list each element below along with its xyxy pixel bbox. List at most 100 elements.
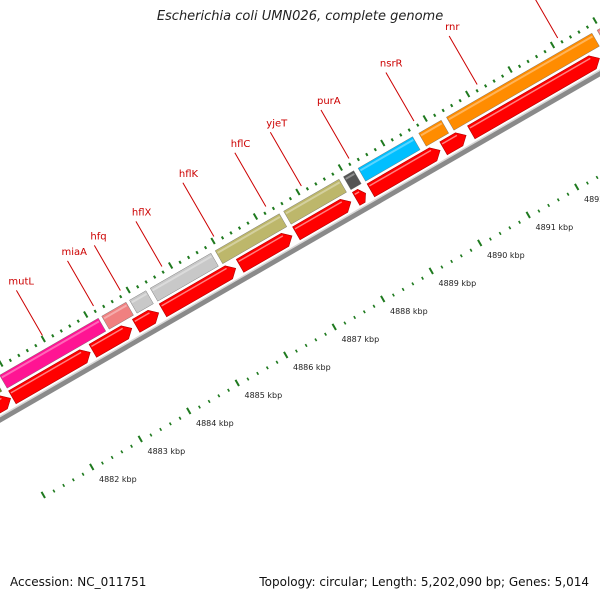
cds-arrow-shine-10 (469, 57, 591, 129)
inner-tick-10 (137, 435, 143, 443)
gene-block-shine-3 (131, 292, 148, 304)
inner-tick-36 (391, 293, 395, 297)
gene-block-hflX (149, 252, 219, 302)
gene-label-mutL: mutL (8, 276, 34, 287)
inner-tick-50 (525, 211, 531, 219)
outer-tick-46 (348, 162, 352, 167)
outer-tick-27 (186, 255, 191, 260)
cds-arrow-8 (366, 147, 441, 198)
gene-block-shine-10 (448, 35, 594, 121)
inner-tick-7 (110, 455, 114, 460)
outer-tick-12 (59, 329, 63, 333)
cds-arrow-shine-3 (134, 312, 150, 323)
kbp-label-4890-kbp: 4890 kbp (487, 251, 525, 260)
outer-tick-24 (161, 270, 165, 274)
outer-tick-55 (422, 114, 428, 123)
kbp-label-4888-kbp: 4888 kbp (390, 307, 428, 316)
leader-line-hfq (93, 245, 121, 291)
outer-tick-35 (252, 212, 259, 221)
outer-tick-ring (0, 16, 598, 368)
inner-tick-55 (574, 183, 580, 191)
inner-tick-8 (120, 450, 124, 454)
gene-label-hflC: hflC (231, 139, 251, 150)
inner-tick-6 (101, 461, 104, 465)
outer-tick-32 (229, 231, 233, 235)
inner-tick-19 (227, 388, 230, 392)
outer-tick-43 (322, 177, 326, 181)
gene-block-mutL (0, 317, 107, 389)
cds-arrow-shine-2 (91, 327, 124, 348)
gene-block-shine-1 (1, 320, 100, 379)
gene-label-hfq: hfq (90, 231, 106, 242)
outer-tick-16 (93, 309, 97, 314)
accession-label: Accession: NC_011751 (10, 575, 147, 589)
inner-tick-46 (488, 237, 492, 241)
outer-tick-54 (416, 123, 420, 127)
kbp-label-4882-kbp: 4882 kbp (99, 475, 137, 484)
leader-line-miaA (67, 260, 94, 307)
leader-line-hflC (234, 152, 267, 207)
gene-block-hfq (129, 290, 154, 314)
kbp-label-4892-kbp: 4892 kbp (584, 195, 600, 204)
outer-tick-6 (8, 358, 12, 363)
inner-tick-21 (246, 377, 250, 381)
outer-tick-61 (475, 89, 479, 93)
outer-tick-48 (365, 152, 369, 157)
inner-tick-0 (40, 491, 46, 499)
outer-tick-31 (220, 236, 225, 240)
cds-arrow-7 (351, 188, 366, 206)
inner-tick-3 (71, 478, 75, 482)
inner-tick-38 (411, 282, 415, 286)
outer-tick-37 (271, 206, 276, 211)
cds-arrow-shine-7 (354, 191, 360, 196)
cds-arrow-10 (467, 55, 600, 140)
outer-tick-17 (102, 304, 106, 309)
inner-tick-11 (149, 433, 153, 437)
cds-arrow-3 (131, 309, 160, 333)
outer-tick-18 (110, 299, 114, 304)
outer-tick-5 (0, 360, 4, 368)
leader-line-yjeT (269, 132, 302, 187)
genome-backbone (0, 69, 600, 423)
outer-tick-42 (314, 182, 318, 186)
outer-tick-58 (450, 103, 454, 108)
gene-block-hflC (283, 178, 347, 225)
outer-tick-59 (458, 98, 462, 103)
gene-block-shine-5 (217, 215, 281, 254)
outer-tick-13 (68, 324, 72, 328)
outer-tick-49 (373, 147, 377, 152)
outer-tick-8 (25, 348, 29, 353)
gene-block-rnr (446, 32, 600, 131)
outer-tick-70 (549, 41, 556, 49)
map-title: Escherichia coli UMN026, complete genome (156, 9, 444, 24)
gene-label-purA: purA (317, 96, 341, 107)
outer-tick-29 (203, 245, 208, 250)
outer-tick-73 (577, 30, 581, 34)
outer-tick-20 (125, 286, 131, 294)
gene-label-yjeT: yjeT (266, 118, 288, 129)
outer-tick-36 (263, 211, 267, 216)
gene-block-shine-9 (420, 122, 443, 137)
outer-tick-57 (441, 108, 445, 113)
gene-labels: mutLmiaAhfqhflXhflKhflCyjeTpurAnsrRrnrrl… (8, 0, 559, 336)
leader-line-hflK (182, 182, 215, 237)
outer-tick-39 (288, 196, 293, 201)
outer-tick-25 (167, 261, 174, 270)
leader-line-rlmB (535, 0, 559, 39)
outer-tick-19 (119, 294, 123, 299)
cds-arrow-4 (158, 265, 237, 318)
gene-block-shine-8 (359, 138, 414, 172)
inner-tick-44 (469, 248, 473, 252)
inner-tick-18 (217, 394, 221, 398)
cds-arrow-shine-1 (10, 351, 82, 394)
inner-tick-57 (595, 175, 599, 180)
outer-tick-72 (568, 35, 573, 39)
outer-tick-21 (136, 285, 140, 289)
inner-tick-40 (428, 267, 434, 275)
outer-tick-75 (592, 16, 598, 25)
kbp-label-4886-kbp: 4886 kbp (293, 363, 331, 372)
outer-tick-26 (178, 260, 182, 265)
cds-arrow-shine-4 (161, 267, 227, 307)
outer-tick-53 (407, 128, 411, 132)
outer-tick-66 (517, 64, 522, 69)
